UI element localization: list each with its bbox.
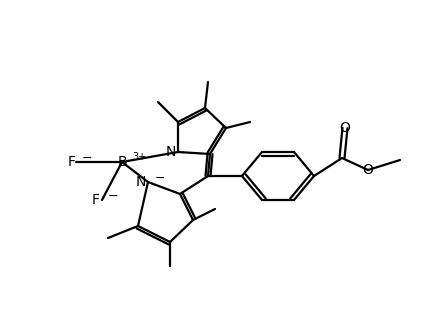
Text: O: O — [362, 163, 372, 177]
Text: −: − — [108, 189, 118, 202]
Text: B: B — [117, 155, 127, 169]
Text: 3+: 3+ — [132, 152, 146, 162]
Text: −: − — [82, 152, 92, 165]
Text: −: − — [155, 171, 165, 185]
Text: F: F — [68, 155, 76, 169]
Text: O: O — [339, 121, 350, 135]
Text: F: F — [92, 193, 100, 207]
Text: N: N — [135, 175, 146, 189]
Text: N: N — [165, 145, 176, 159]
